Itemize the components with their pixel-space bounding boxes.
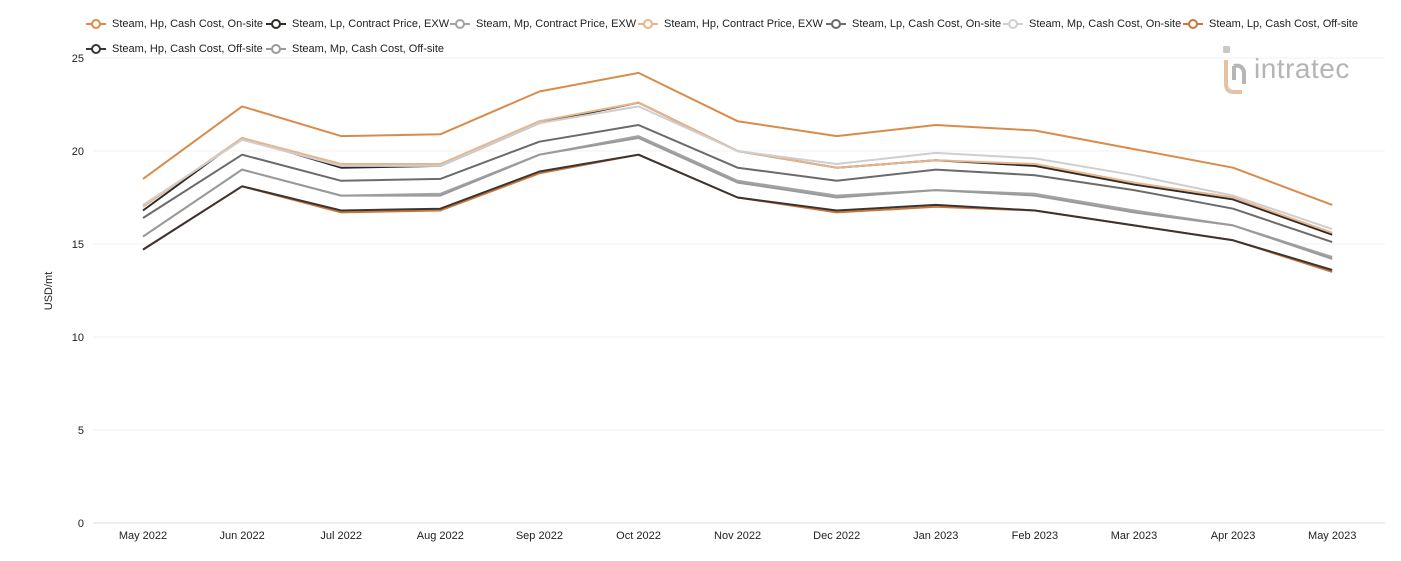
legend-item[interactable]: Steam, Mp, Cash Cost, On-site <box>1003 16 1181 32</box>
legend-swatch-icon <box>1183 19 1203 29</box>
y-tick-label: 25 <box>72 53 84 65</box>
x-tick-label: Mar 2023 <box>1111 530 1157 542</box>
legend-label: Steam, Mp, Contract Price, EXW <box>476 18 637 30</box>
legend-swatch-icon <box>450 19 470 29</box>
legend-label: Steam, Lp, Contract Price, EXW <box>292 18 450 30</box>
series-line-5 <box>142 124 1333 244</box>
legend-swatch-icon <box>826 19 846 29</box>
x-tick-label: Jan 2023 <box>913 530 958 542</box>
legend-swatch-icon <box>266 44 286 54</box>
legend-label: Steam, Hp, Cash Cost, On-site <box>112 18 263 30</box>
y-tick-label: 15 <box>72 239 84 251</box>
legend-swatch-icon <box>266 19 286 29</box>
intratec-watermark: intratec <box>1220 44 1350 94</box>
legend-label: Steam, Lp, Cash Cost, Off-site <box>1209 18 1358 30</box>
legend-item[interactable]: Steam, Mp, Contract Price, EXW <box>450 16 636 32</box>
legend-swatch-icon <box>86 44 106 54</box>
legend-label: Steam, Mp, Cash Cost, On-site <box>1029 18 1182 30</box>
legend-item[interactable]: Steam, Lp, Contract Price, EXW <box>266 16 449 32</box>
legend-label: Steam, Hp, Cash Cost, Off-site <box>112 43 263 55</box>
x-axis: May 2022 Jun 2022 Jul 2022 Aug 2022 Sep 2022… <box>119 530 1357 542</box>
legend-swatch-icon <box>638 19 658 29</box>
series-line-1 <box>142 71 1333 206</box>
series-line-8 <box>142 153 1333 271</box>
legend-swatch-icon <box>86 19 106 29</box>
legend-item[interactable]: Steam, Hp, Cash Cost, Off-site <box>86 41 263 57</box>
x-tick-label: Jul 2022 <box>320 530 362 542</box>
x-tick-label: Apr 2023 <box>1211 530 1256 542</box>
legend-label: Steam, Lp, Cash Cost, On-site <box>852 18 1002 30</box>
x-tick-label: Jun 2022 <box>219 530 264 542</box>
series-line-9 <box>142 137 1333 260</box>
x-tick-label: Dec 2022 <box>813 530 860 542</box>
legend-item[interactable]: Steam, Lp, Cash Cost, Off-site <box>1183 16 1358 32</box>
chart-legend: Steam, Hp, Cash Cost, On-site Steam, Lp, … <box>0 0 1401 70</box>
legend-item[interactable]: Steam, Hp, Contract Price, EXW <box>638 16 823 32</box>
y-axis: 0 5 10 15 20 25 <box>72 53 84 530</box>
legend-item[interactable]: Steam, Hp, Cash Cost, On-site <box>86 16 263 32</box>
y-tick-label: 5 <box>78 425 84 437</box>
x-tick-label: Feb 2023 <box>1012 530 1058 542</box>
x-tick-label: Oct 2022 <box>616 530 661 542</box>
series-line-6 <box>142 105 1333 231</box>
legend-label: Steam, Hp, Contract Price, EXW <box>664 18 823 30</box>
series-lines <box>142 71 1333 273</box>
legend-item[interactable]: Steam, Mp, Cash Cost, Off-site <box>266 41 444 57</box>
x-tick-label: May 2023 <box>1308 530 1356 542</box>
legend-item[interactable]: Steam, Lp, Cash Cost, On-site <box>826 16 1001 32</box>
x-tick-label: May 2022 <box>119 530 167 542</box>
y-tick-label: 10 <box>72 332 84 344</box>
y-tick-label: 20 <box>72 146 84 158</box>
intratec-logo-icon <box>1223 46 1246 94</box>
x-tick-label: Sep 2022 <box>516 530 563 542</box>
gridlines <box>93 57 1385 524</box>
y-axis-title: USD/mt <box>43 272 55 311</box>
x-tick-label: Aug 2022 <box>417 530 464 542</box>
watermark-text: intratec <box>1254 53 1350 84</box>
legend-swatch-icon <box>1003 19 1023 29</box>
y-tick-label: 0 <box>78 518 84 530</box>
x-tick-label: Nov 2022 <box>714 530 761 542</box>
legend-label: Steam, Mp, Cash Cost, Off-site <box>292 43 445 55</box>
